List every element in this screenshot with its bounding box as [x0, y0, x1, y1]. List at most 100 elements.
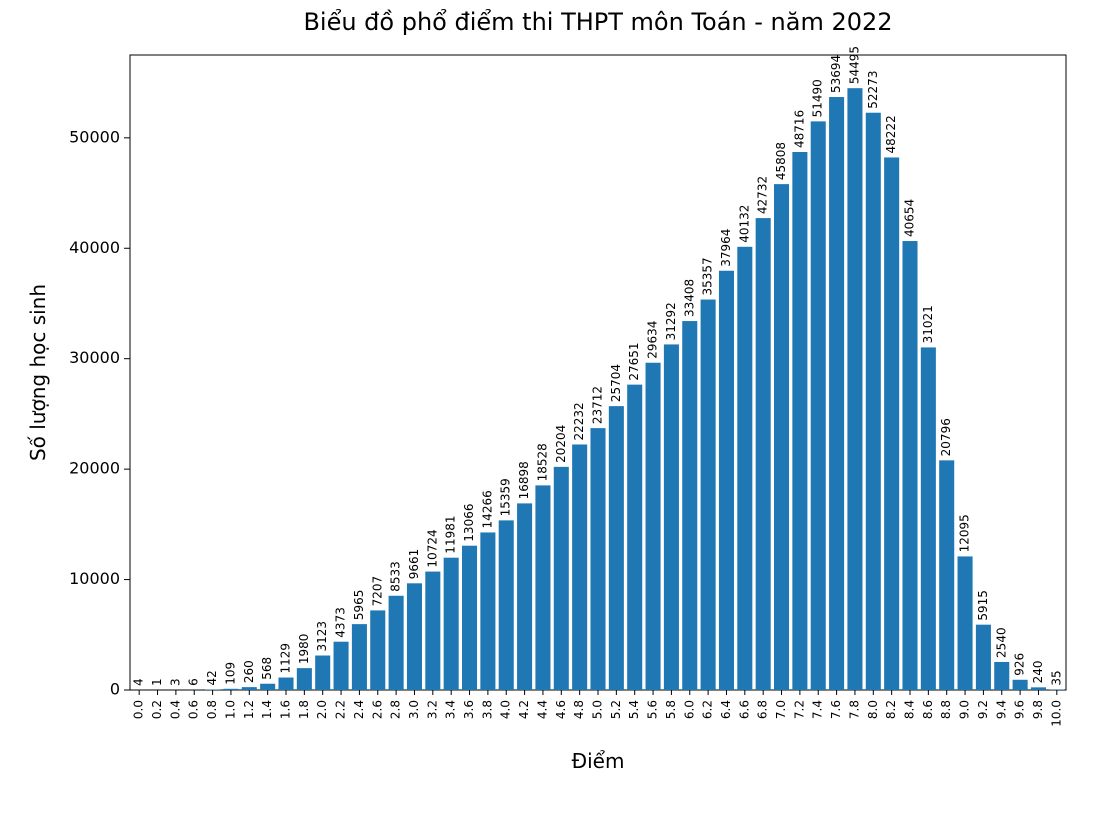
- bar: [939, 460, 954, 690]
- x-tick-label: 9.2: [976, 700, 990, 719]
- bar-value-label: 29634: [646, 321, 660, 359]
- bar: [444, 558, 459, 690]
- y-tick-label: 50000: [69, 127, 120, 146]
- bar: [1031, 687, 1046, 690]
- y-axis-label: Số lượng học sinh: [26, 284, 50, 461]
- bar-value-label: 48222: [884, 115, 898, 153]
- x-tick-label: 1.6: [279, 700, 293, 719]
- x-tick-label: 7.2: [792, 700, 806, 719]
- bar-value-label: 240: [1031, 660, 1045, 683]
- x-tick-label: 2.4: [352, 700, 366, 719]
- x-tick-label: 3.2: [425, 700, 439, 719]
- bar: [719, 271, 734, 690]
- bar-value-label: 20796: [939, 418, 953, 456]
- bar-value-label: 22232: [572, 402, 586, 440]
- x-tick-label: 1.8: [297, 700, 311, 719]
- bar-value-label: 3: [168, 678, 182, 686]
- bar-value-label: 18528: [535, 443, 549, 481]
- bar: [1013, 680, 1028, 690]
- x-tick-label: 6.0: [682, 700, 696, 719]
- bar-value-label: 15359: [499, 478, 513, 516]
- bar: [535, 485, 550, 690]
- bar-value-label: 40132: [737, 205, 751, 243]
- bar-value-label: 52273: [866, 71, 880, 109]
- bar: [223, 689, 238, 690]
- x-tick-label: 9.6: [1013, 700, 1027, 719]
- bar: [701, 300, 716, 690]
- bar-value-label: 35357: [701, 257, 715, 295]
- x-tick-label: 3.6: [462, 700, 476, 719]
- x-tick-label: 4.2: [517, 700, 531, 719]
- bar: [425, 572, 440, 690]
- bar: [756, 218, 771, 690]
- bar-value-label: 53694: [829, 55, 843, 93]
- bar-value-label: 54495: [847, 46, 861, 84]
- bar-value-label: 4373: [334, 607, 348, 638]
- bar: [866, 113, 881, 690]
- bar-value-label: 7207: [370, 576, 384, 607]
- x-tick-label: 6.6: [737, 700, 751, 719]
- x-tick-label: 3.4: [444, 700, 458, 719]
- x-tick-label: 0.8: [205, 700, 219, 719]
- x-tick-label: 5.6: [646, 700, 660, 719]
- bar-value-label: 1129: [279, 643, 293, 674]
- x-tick-label: 0.4: [168, 700, 182, 719]
- x-tick-label: 2.0: [315, 700, 329, 719]
- x-tick-label: 2.2: [334, 700, 348, 719]
- bar-value-label: 40654: [903, 199, 917, 237]
- x-tick-label: 3.8: [480, 700, 494, 719]
- x-tick-label: 6.8: [756, 700, 770, 719]
- bar: [609, 406, 624, 690]
- bar: [462, 546, 477, 690]
- bar: [260, 684, 275, 690]
- bar: [334, 642, 349, 690]
- bar: [902, 241, 917, 690]
- bar: [994, 662, 1009, 690]
- bar-value-label: 926: [1013, 653, 1027, 676]
- x-tick-label: 7.8: [847, 700, 861, 719]
- bar-value-label: 42732: [756, 176, 770, 214]
- x-tick-label: 7.0: [774, 700, 788, 719]
- bar-value-label: 9661: [407, 549, 421, 580]
- x-tick-label: 7.6: [829, 700, 843, 719]
- x-tick-label: 9.8: [1031, 700, 1045, 719]
- x-axis-label: Điểm: [572, 749, 625, 773]
- bar: [958, 556, 973, 690]
- x-tick-label: 7.4: [811, 700, 825, 719]
- bar-value-label: 31292: [664, 302, 678, 340]
- bar-value-label: 20204: [554, 425, 568, 463]
- x-tick-label: 8.6: [921, 700, 935, 719]
- score-distribution-bar-chart: Biểu đồ phổ điểm thi THPT môn Toán - năm…: [0, 0, 1100, 815]
- bar-value-label: 42: [205, 670, 219, 685]
- x-tick-label: 4.8: [572, 700, 586, 719]
- bar-value-label: 14266: [480, 490, 494, 528]
- y-tick-label: 10000: [69, 569, 120, 588]
- bar: [572, 444, 587, 690]
- x-tick-label: 0.6: [187, 700, 201, 719]
- bar: [811, 121, 826, 690]
- x-tick-label: 0.0: [132, 700, 146, 719]
- bar: [976, 625, 991, 690]
- bar: [774, 184, 789, 690]
- bar-value-label: 1980: [297, 634, 311, 665]
- bar: [352, 624, 367, 690]
- bar: [278, 678, 293, 690]
- bar-value-label: 11981: [444, 516, 458, 554]
- bar-value-label: 1: [150, 678, 164, 686]
- x-tick-label: 9.0: [958, 700, 972, 719]
- bar-value-label: 16898: [517, 461, 531, 499]
- bar: [664, 344, 679, 690]
- bar: [627, 385, 642, 690]
- x-tick-label: 8.4: [903, 700, 917, 719]
- x-tick-label: 1.0: [223, 700, 237, 719]
- bar: [242, 687, 257, 690]
- bar: [370, 610, 385, 690]
- bar-value-label: 31021: [921, 305, 935, 343]
- bar-value-label: 25704: [609, 364, 623, 402]
- bar-value-label: 6: [187, 678, 201, 686]
- bar-value-label: 4: [132, 678, 146, 686]
- x-tick-label: 8.2: [884, 700, 898, 719]
- x-tick-label: 2.8: [389, 700, 403, 719]
- x-tick-label: 9.4: [994, 700, 1008, 719]
- bar: [297, 668, 312, 690]
